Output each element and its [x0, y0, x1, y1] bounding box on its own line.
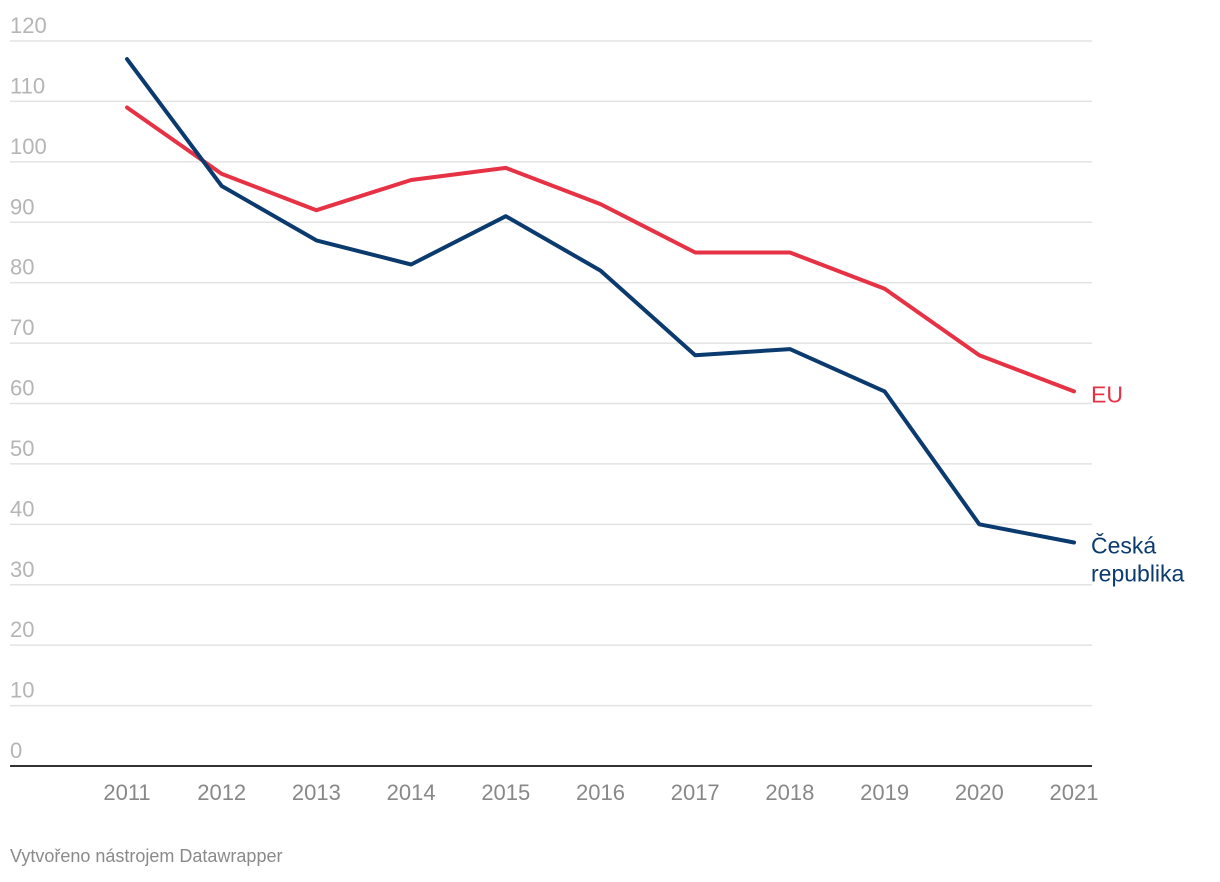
x-tick-label: 2021	[1050, 780, 1099, 805]
x-axis-ticks: 2011 2012 2013 2014 2015 2016 2017 2018 2019 2020…	[103, 780, 1098, 805]
gridlines	[10, 40, 1092, 707]
x-tick-label: 2014	[387, 780, 436, 805]
series-label-line: republika	[1091, 560, 1185, 586]
y-tick-label: 80	[10, 255, 34, 280]
series-label-eu: EU	[1091, 381, 1123, 407]
y-tick-label: 20	[10, 617, 34, 642]
series-line-eu	[125, 105, 1076, 394]
x-tick-label: 2013	[292, 780, 341, 805]
x-tick-label: 2012	[197, 780, 246, 805]
x-tick-label: 2020	[955, 780, 1004, 805]
x-tick-label: 2017	[671, 780, 720, 805]
y-tick-label: 30	[10, 557, 34, 582]
series-label-line: EU	[1091, 381, 1123, 407]
x-tick-label: 2016	[576, 780, 625, 805]
y-tick-label: 50	[10, 436, 34, 461]
y-tick-label: 60	[10, 376, 34, 401]
y-tick-label: 70	[10, 315, 34, 340]
footer-credit: Vytvořeno nástrojem Datawrapper	[10, 846, 283, 866]
y-axis-ticks: 0 10 20 30 40 50 60 70 80 90 100 110 120	[10, 13, 47, 763]
series-lines	[125, 57, 1076, 545]
x-tick-label: 2018	[765, 780, 814, 805]
y-tick-label: 40	[10, 496, 34, 521]
x-tick-label: 2011	[103, 780, 150, 805]
x-tick-label: 2015	[481, 780, 530, 805]
series-label-line: Česká	[1091, 531, 1156, 558]
series-labels: EU Česká republika	[1091, 381, 1185, 586]
y-tick-label: 90	[10, 194, 34, 219]
y-tick-label: 110	[10, 73, 45, 98]
y-tick-label: 100	[10, 134, 47, 159]
x-tick-label: 2019	[860, 780, 909, 805]
series-label-esk-republika: Česká republika	[1091, 531, 1185, 586]
series-line-esk-republika	[125, 57, 1076, 545]
y-tick-label: 0	[10, 738, 22, 763]
y-tick-label: 10	[10, 678, 34, 703]
y-tick-label: 120	[10, 13, 47, 38]
